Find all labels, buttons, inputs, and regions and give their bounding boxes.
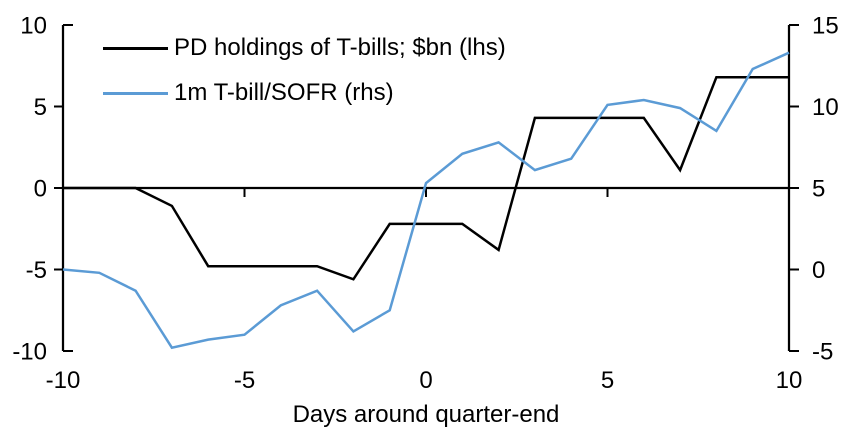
x-axis-tick-label: 10 bbox=[776, 367, 803, 394]
right-axis-tick-label: 5 bbox=[812, 176, 825, 203]
x-axis-tick-label: 0 bbox=[419, 367, 432, 394]
legend-item-tbill-sofr: 1m T-bill/SOFR (rhs) bbox=[103, 79, 506, 107]
series-line-tbill-sofr bbox=[62, 51, 790, 350]
x-axis-tick-label: 5 bbox=[601, 367, 614, 394]
left-axis-tick-label: -10 bbox=[12, 339, 47, 366]
left-axis-tick-label: -5 bbox=[26, 257, 47, 284]
left-axis-tick-label: 10 bbox=[20, 13, 47, 40]
right-axis-tick-label: 15 bbox=[812, 13, 839, 40]
series-line-pd-holdings bbox=[63, 75, 789, 281]
legend-label-pd-holdings: PD holdings of T-bills; $bn (lhs) bbox=[174, 34, 506, 61]
legend-label-tbill-sofr: 1m T-bill/SOFR (rhs) bbox=[174, 79, 394, 106]
right-axis-tick-label: -5 bbox=[812, 339, 833, 366]
right-axis-tick-label: 0 bbox=[812, 257, 825, 284]
legend-line-sample-tbill-sofr bbox=[103, 91, 168, 95]
x-axis-tick-label: -10 bbox=[46, 367, 81, 394]
legend-item-pd-holdings: PD holdings of T-bills; $bn (lhs) bbox=[103, 34, 506, 62]
left-axis-tick-label: 5 bbox=[34, 94, 47, 121]
x-axis-title: Days around quarter-end bbox=[292, 401, 560, 428]
x-axis-tick-label: -5 bbox=[234, 367, 255, 394]
right-axis-tick-label: 10 bbox=[812, 94, 839, 121]
legend-line-sample-pd-holdings bbox=[103, 46, 168, 50]
chart-legend: PD holdings of T-bills; $bn (lhs) 1m T-b… bbox=[103, 34, 506, 107]
left-axis-tick-label: 0 bbox=[34, 176, 47, 203]
